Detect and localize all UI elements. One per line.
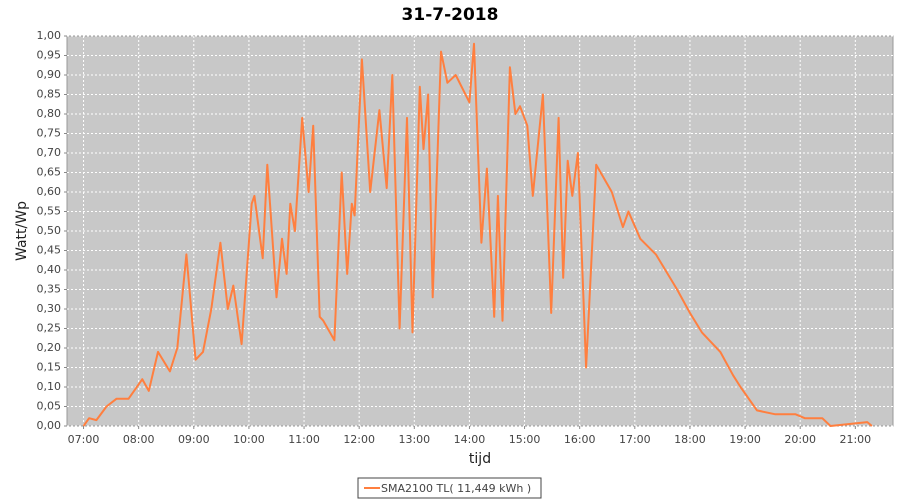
- y-tick-label: 0,00: [37, 419, 62, 432]
- x-tick-label: 07:00: [68, 433, 100, 446]
- y-tick-label: 0,80: [37, 107, 62, 120]
- y-tick-label: 0,60: [37, 185, 62, 198]
- chart-title: 31-7-2018: [402, 5, 499, 25]
- y-tick-label: 0,50: [37, 224, 62, 237]
- y-tick-label: 0,25: [37, 322, 62, 335]
- x-tick-label: 14:00: [454, 433, 486, 446]
- y-tick-label: 0,35: [37, 283, 62, 296]
- y-tick-label: 0,75: [37, 127, 62, 140]
- x-tick-label: 13:00: [398, 433, 430, 446]
- y-tick-label: 0,20: [37, 341, 62, 354]
- x-tick-label: 18:00: [674, 433, 706, 446]
- series-line: [82, 42, 873, 427]
- x-tick-label: 09:00: [178, 433, 210, 446]
- y-tick-label: 0,10: [37, 380, 62, 393]
- y-tick-label: 0,15: [37, 361, 62, 374]
- x-tick-label: 15:00: [509, 433, 541, 446]
- y-tick-label: 0,70: [37, 146, 62, 159]
- y-tick-label: 0,95: [37, 49, 62, 62]
- x-tick-label: 11:00: [288, 433, 320, 446]
- y-tick-label: 0,55: [37, 205, 62, 218]
- x-tick-label: 12:00: [343, 433, 375, 446]
- y-tick-label: 0,45: [37, 244, 62, 257]
- y-tick-label: 0,05: [37, 400, 62, 413]
- legend-box: [357, 477, 542, 499]
- y-tick-label: 1,00: [37, 29, 62, 42]
- y-axis-label: Watt/Wp: [14, 201, 30, 261]
- x-tick-label: 20:00: [784, 433, 816, 446]
- x-tick-label: 08:00: [123, 433, 155, 446]
- y-tick-label: 0,30: [37, 302, 62, 315]
- x-axis-label: tijd: [469, 451, 491, 467]
- x-tick-label: 21:00: [839, 433, 871, 446]
- legend-label: SMA2100 TL( 11,449 kWh ): [381, 482, 531, 495]
- y-tick-label: 0,85: [37, 88, 62, 101]
- x-tick-label: 17:00: [619, 433, 651, 446]
- x-tick-label: 16:00: [564, 433, 596, 446]
- x-tick-label: 10:00: [233, 433, 265, 446]
- x-tick-label: 19:00: [729, 433, 761, 446]
- y-tick-label: 0,65: [37, 166, 62, 179]
- y-tick-label: 0,90: [37, 68, 62, 81]
- y-tick-label: 0,40: [37, 263, 62, 276]
